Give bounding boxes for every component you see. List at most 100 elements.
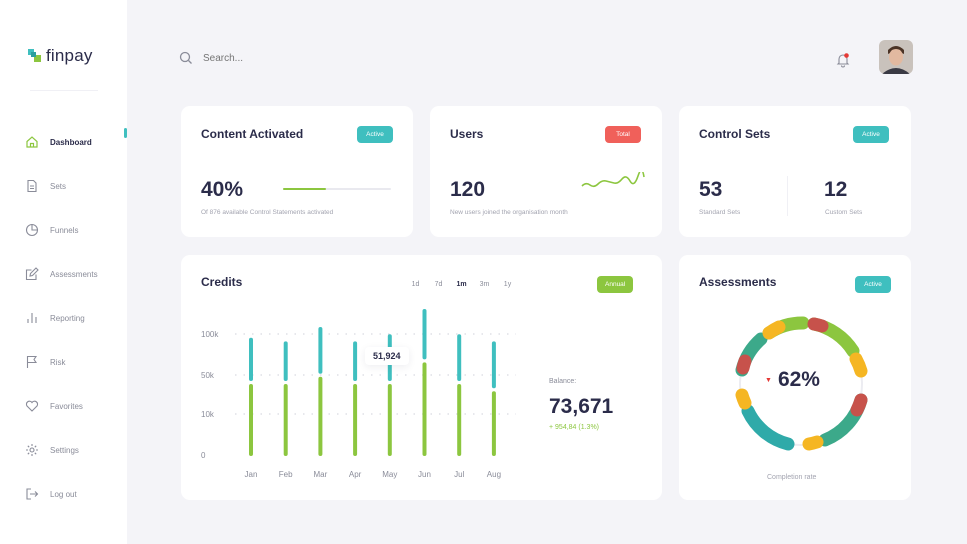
completion-percent: ▼ 62% — [765, 368, 820, 392]
document-icon — [24, 178, 40, 194]
status-badge[interactable]: Active — [357, 126, 393, 143]
x-tick-label: Feb — [279, 470, 293, 479]
bar-jun-teal[interactable] — [422, 309, 427, 360]
credits-card: Credits Annual 100k 50k 10k 0 Jan Feb Mar Apr Ma… — [181, 255, 662, 500]
sidebar-item-label: Dashboard — [50, 137, 92, 147]
bar-feb-teal[interactable] — [283, 341, 288, 381]
sidebar-item-reporting[interactable]: Reporting — [24, 296, 98, 340]
heart-icon — [24, 398, 40, 414]
logo[interactable]: finpay — [28, 46, 93, 66]
x-tick-label: Apr — [349, 470, 362, 479]
x-tick-label: Jun — [418, 470, 431, 479]
pie-icon — [24, 222, 40, 238]
sidebar: finpay Dashboard Sets Funnels Assessmen — [0, 0, 127, 544]
sidebar-item-label: Assessments — [50, 269, 98, 279]
range-tabs: 1d 7d 1m 3m 1y — [404, 281, 519, 288]
y-tick-label: 100k — [201, 330, 219, 339]
home-icon — [24, 134, 40, 150]
sidebar-item-assessments[interactable]: Assessments — [24, 252, 98, 296]
y-tick-label: 0 — [201, 451, 206, 460]
status-badge[interactable]: Active — [855, 276, 891, 293]
sidebar-item-funnels[interactable]: Funnels — [24, 208, 98, 252]
tab-range-1y[interactable]: 1y — [503, 281, 512, 288]
card-caption: New users joined the organisation month — [450, 209, 568, 216]
caret-down-icon: ▼ — [765, 376, 772, 384]
sidebar-item-settings[interactable]: Settings — [24, 428, 98, 472]
sidebar-item-favorites[interactable]: Favorites — [24, 384, 98, 428]
users-sparkline — [581, 172, 645, 188]
avatar[interactable] — [879, 40, 913, 74]
bar-jun-green[interactable] — [422, 362, 427, 456]
donut-segment — [802, 435, 824, 451]
donut-segment — [849, 352, 868, 378]
search-icon — [179, 51, 192, 64]
notification-button[interactable] — [835, 52, 851, 68]
y-tick-label: 10k — [201, 410, 215, 419]
card-caption: Of 876 available Control Statements acti… — [201, 209, 334, 216]
status-badge[interactable]: Total — [605, 126, 641, 143]
card-title: Control Sets — [699, 127, 771, 141]
bar-aug-teal[interactable] — [491, 341, 496, 389]
period-badge[interactable]: Annual — [597, 276, 634, 293]
user-photo — [879, 40, 913, 74]
tab-range-7d[interactable]: 7d — [434, 281, 443, 288]
donut-segment — [807, 317, 829, 333]
donut-segment — [762, 320, 786, 340]
bar-jul-teal[interactable] — [457, 334, 462, 381]
bar-jan-teal[interactable] — [249, 337, 253, 381]
divider — [787, 176, 788, 216]
sidebar-item-risk[interactable]: Risk — [24, 340, 98, 384]
card-title: Users — [450, 127, 484, 141]
tab-range-3m[interactable]: 3m — [479, 281, 490, 288]
card-title: Assessments — [699, 275, 777, 289]
x-tick-label: May — [382, 470, 397, 479]
sidebar-item-logout[interactable]: Log out — [24, 472, 98, 516]
x-tick-label: Jul — [454, 470, 464, 479]
standard-sets-label: Standard Sets — [699, 209, 741, 216]
credits-bar-chart: 100k 50k 10k 0 Jan Feb Mar Apr May Jun Jul Aug — [201, 309, 516, 479]
progress-track — [283, 188, 391, 190]
bar-apr-green[interactable] — [353, 384, 358, 456]
search-bar[interactable] — [179, 51, 403, 65]
completion-value: 62% — [777, 368, 820, 391]
completion-donut — [735, 316, 868, 451]
custom-sets-label: Custom Sets — [825, 209, 863, 216]
bar-feb-green[interactable] — [283, 384, 288, 456]
tab-range-1d[interactable]: 1d — [411, 281, 420, 288]
progress-fill — [283, 188, 327, 190]
flag-icon — [24, 354, 40, 370]
status-badge[interactable]: Active — [853, 126, 889, 143]
sidebar-item-label: Risk — [50, 357, 66, 367]
sidebar-item-label: Funnels — [50, 225, 79, 235]
bar-aug-green[interactable] — [491, 391, 496, 456]
assessments-card: Assessments Active ▼ 62% Completion rate — [679, 255, 911, 500]
bar-mar-teal[interactable] — [318, 327, 323, 374]
sidebar-nav: Dashboard Sets Funnels Assessments Repor… — [24, 120, 98, 516]
bar-may-green[interactable] — [387, 384, 392, 456]
bar-jan-green[interactable] — [249, 384, 253, 456]
balance-label: Balance: — [549, 378, 577, 385]
search-input[interactable] — [203, 52, 403, 64]
divider — [30, 90, 98, 91]
tab-range-1m[interactable]: 1m — [456, 281, 467, 288]
chart-tooltip: 51,924 — [365, 347, 409, 365]
logout-icon — [24, 486, 40, 502]
x-tick-label: Jan — [245, 470, 258, 479]
users-card: Users Total 120 New users joined the org… — [430, 106, 662, 237]
sidebar-item-label: Sets — [50, 181, 67, 191]
sidebar-item-sets[interactable]: Sets — [24, 164, 98, 208]
bell-icon — [836, 53, 850, 68]
bar-jul-green[interactable] — [457, 384, 462, 456]
balance-value: 73,671 — [549, 395, 614, 418]
custom-sets-value: 12 — [824, 178, 848, 201]
donut-segment — [736, 354, 752, 375]
sidebar-item-dashboard[interactable]: Dashboard — [24, 120, 98, 164]
edit-icon — [24, 266, 40, 282]
completion-label: Completion rate — [767, 474, 817, 481]
donut-segment — [735, 388, 752, 410]
bar-mar-green[interactable] — [318, 376, 323, 456]
gear-icon — [24, 442, 40, 458]
logo-icon — [28, 49, 41, 62]
bar-apr-teal[interactable] — [353, 341, 358, 381]
standard-sets-value: 53 — [699, 178, 723, 201]
